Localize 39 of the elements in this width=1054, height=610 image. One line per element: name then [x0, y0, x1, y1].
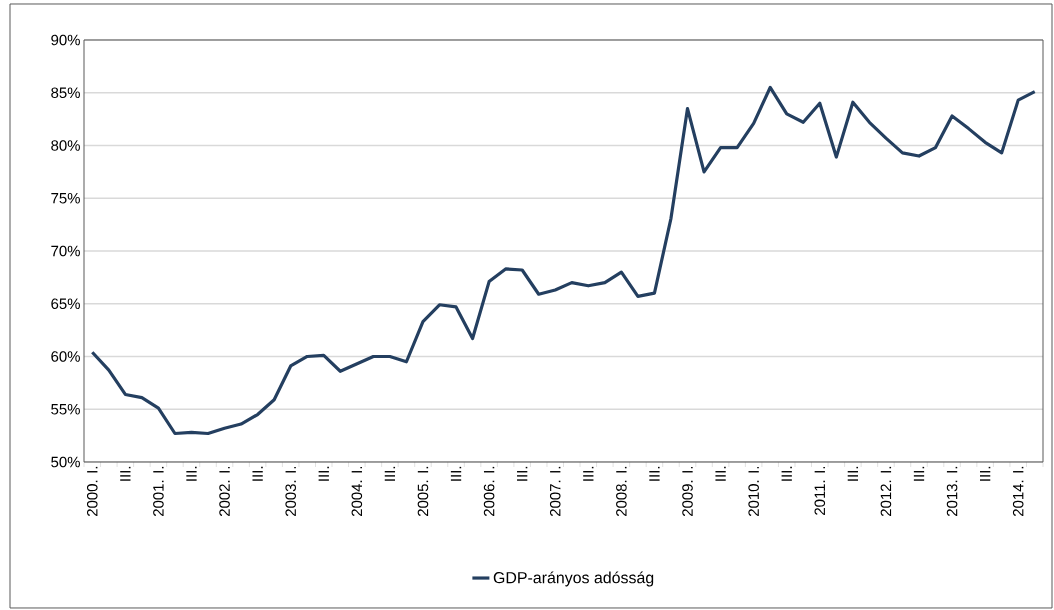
x-tick-label: 2000. I.	[86, 466, 98, 516]
legend-label: GDP-arányos adósság	[493, 571, 654, 587]
x-tick-label: 2004. I.	[351, 466, 363, 516]
y-tick-label: 60%	[51, 351, 80, 362]
y-tick-label: 50%	[51, 456, 80, 468]
x-tick-label: III.	[715, 466, 726, 481]
y-tick-label: 90%	[51, 34, 80, 46]
x-tick-label: III.	[847, 466, 858, 481]
y-tick-label: 55%	[51, 403, 80, 415]
x-tick-label: 2012. I.	[880, 466, 892, 516]
y-tick-label: 70%	[51, 245, 80, 257]
x-tick-label: III.	[781, 466, 792, 481]
y-tick-label: 80%	[51, 140, 80, 151]
x-tick-label: III.	[913, 466, 925, 481]
x-tick-label: 2003. I.	[285, 466, 296, 516]
x-tick-label: III.	[318, 466, 329, 481]
x-tick-label: 2009. I.	[682, 466, 693, 516]
x-tick-label: 2013. I.	[946, 466, 958, 516]
x-tick-label: 2008. I.	[616, 466, 627, 516]
x-tick-label: 2014. I.	[1012, 466, 1024, 516]
x-tick-label: III.	[649, 466, 660, 481]
x-tick-label: 2001. I.	[153, 466, 164, 516]
x-tick-label: III.	[517, 466, 528, 481]
x-tick-label: 2006. I.	[483, 466, 495, 516]
x-tick-label: 2011. I.	[814, 466, 826, 515]
y-tick-label: 85%	[51, 87, 80, 99]
x-tick-label: III.	[450, 466, 462, 481]
y-tick-label: 75%	[51, 192, 80, 204]
x-tick-label: III.	[384, 466, 396, 481]
y-tick-label: 65%	[51, 298, 80, 310]
x-tick-label: III.	[120, 466, 131, 481]
x-tick-label: III.	[186, 466, 197, 481]
x-tick-label: 2007. I.	[549, 466, 561, 516]
x-tick-label: III.	[980, 466, 991, 481]
x-tick-label: III.	[252, 466, 263, 481]
x-tick-label: 2005. I.	[417, 466, 429, 516]
x-tick-label: 2002. I.	[219, 466, 230, 516]
x-tick-label: 2010. I.	[748, 466, 759, 516]
x-tick-label: III.	[583, 466, 594, 481]
